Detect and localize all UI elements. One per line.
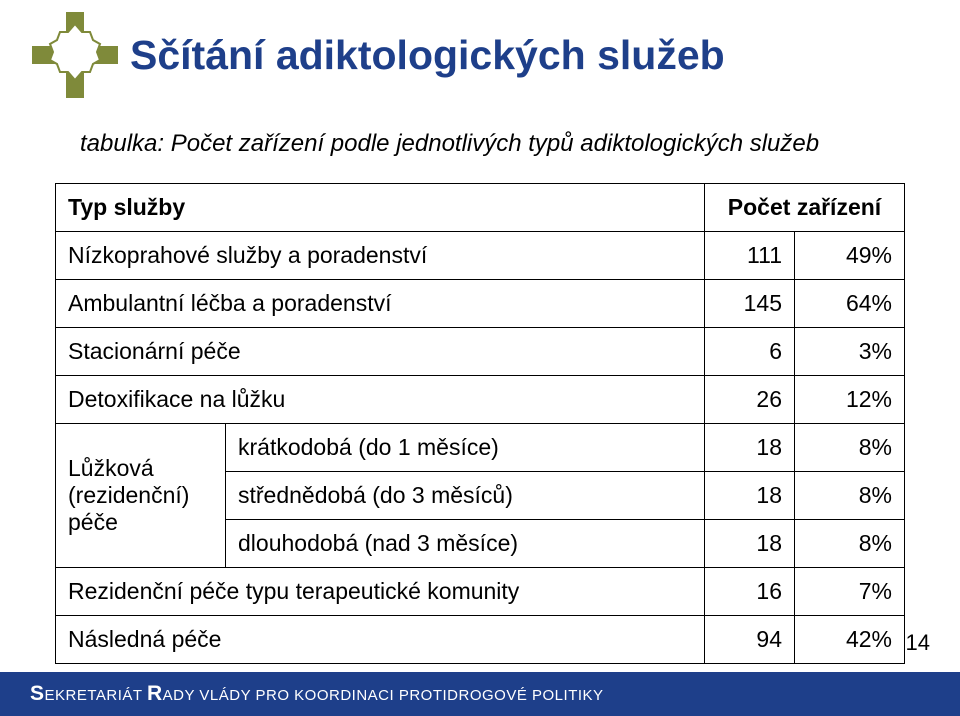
- table-header-row: Typ služby Počet zařízení: [56, 184, 905, 232]
- footer-text: EKRETARIÁT: [45, 687, 147, 704]
- table-row: Rezidenční péče typu terapeutické komuni…: [56, 568, 905, 616]
- cell-pct: 42%: [795, 616, 905, 664]
- cell-count: 16: [705, 568, 795, 616]
- page-number: 14: [906, 630, 930, 656]
- cell-count: 145: [705, 280, 795, 328]
- cell-pct: 49%: [795, 232, 905, 280]
- cell-pct: 64%: [795, 280, 905, 328]
- facility-table: Typ služby Počet zařízení Nízkoprahové s…: [55, 183, 905, 664]
- cell-pct: 3%: [795, 328, 905, 376]
- table-row: Detoxifikace na lůžku 26 12%: [56, 376, 905, 424]
- cell-pct: 7%: [795, 568, 905, 616]
- cell-count: 18: [705, 424, 795, 472]
- cell-label: Detoxifikace na lůžku: [56, 376, 705, 424]
- table-row: Lůžková (rezidenční) péče krátkodobá (do…: [56, 424, 905, 472]
- cell-count: 111: [705, 232, 795, 280]
- logo-icon: [30, 10, 120, 100]
- table-row: Nízkoprahové služby a poradenství 111 49…: [56, 232, 905, 280]
- cell-pct: 8%: [795, 424, 905, 472]
- cell-pct: 12%: [795, 376, 905, 424]
- slide: Sčítání adiktologických služeb tabulka: …: [0, 0, 960, 716]
- cell-category: Lůžková (rezidenční) péče: [56, 424, 226, 568]
- cell-label: Ambulantní léčba a poradenství: [56, 280, 705, 328]
- cell-sublabel: střednědobá (do 3 měsíců): [226, 472, 705, 520]
- page-title: Sčítání adiktologických služeb: [120, 32, 725, 79]
- cell-sublabel: krátkodobá (do 1 měsíce): [226, 424, 705, 472]
- table-row: Následná péče 94 42%: [56, 616, 905, 664]
- footer-text: R: [147, 682, 163, 705]
- cell-count: 18: [705, 520, 795, 568]
- header: Sčítání adiktologických služeb: [0, 0, 960, 100]
- header-type: Typ služby: [56, 184, 705, 232]
- cell-pct: 8%: [795, 520, 905, 568]
- table-row: Ambulantní léčba a poradenství 145 64%: [56, 280, 905, 328]
- cell-label: Následná péče: [56, 616, 705, 664]
- cell-label: Rezidenční péče typu terapeutické komuni…: [56, 568, 705, 616]
- cell-count: 26: [705, 376, 795, 424]
- cell-count: 18: [705, 472, 795, 520]
- table-row: Stacionární péče 6 3%: [56, 328, 905, 376]
- cell-count: 6: [705, 328, 795, 376]
- cell-count: 94: [705, 616, 795, 664]
- cell-label: Stacionární péče: [56, 328, 705, 376]
- cell-sublabel: dlouhodobá (nad 3 měsíce): [226, 520, 705, 568]
- cell-label: Nízkoprahové služby a poradenství: [56, 232, 705, 280]
- header-count: Počet zařízení: [705, 184, 905, 232]
- footer-text: ADY VLÁDY PRO KOORDINACI PROTIDROGOVÉ PO…: [163, 687, 604, 704]
- footer-text: S: [30, 682, 45, 705]
- cell-pct: 8%: [795, 472, 905, 520]
- subtitle: tabulka: Počet zařízení podle jednotlivý…: [0, 100, 960, 158]
- footer-bar: SEKRETARIÁT RADY VLÁDY PRO KOORDINACI PR…: [0, 672, 960, 716]
